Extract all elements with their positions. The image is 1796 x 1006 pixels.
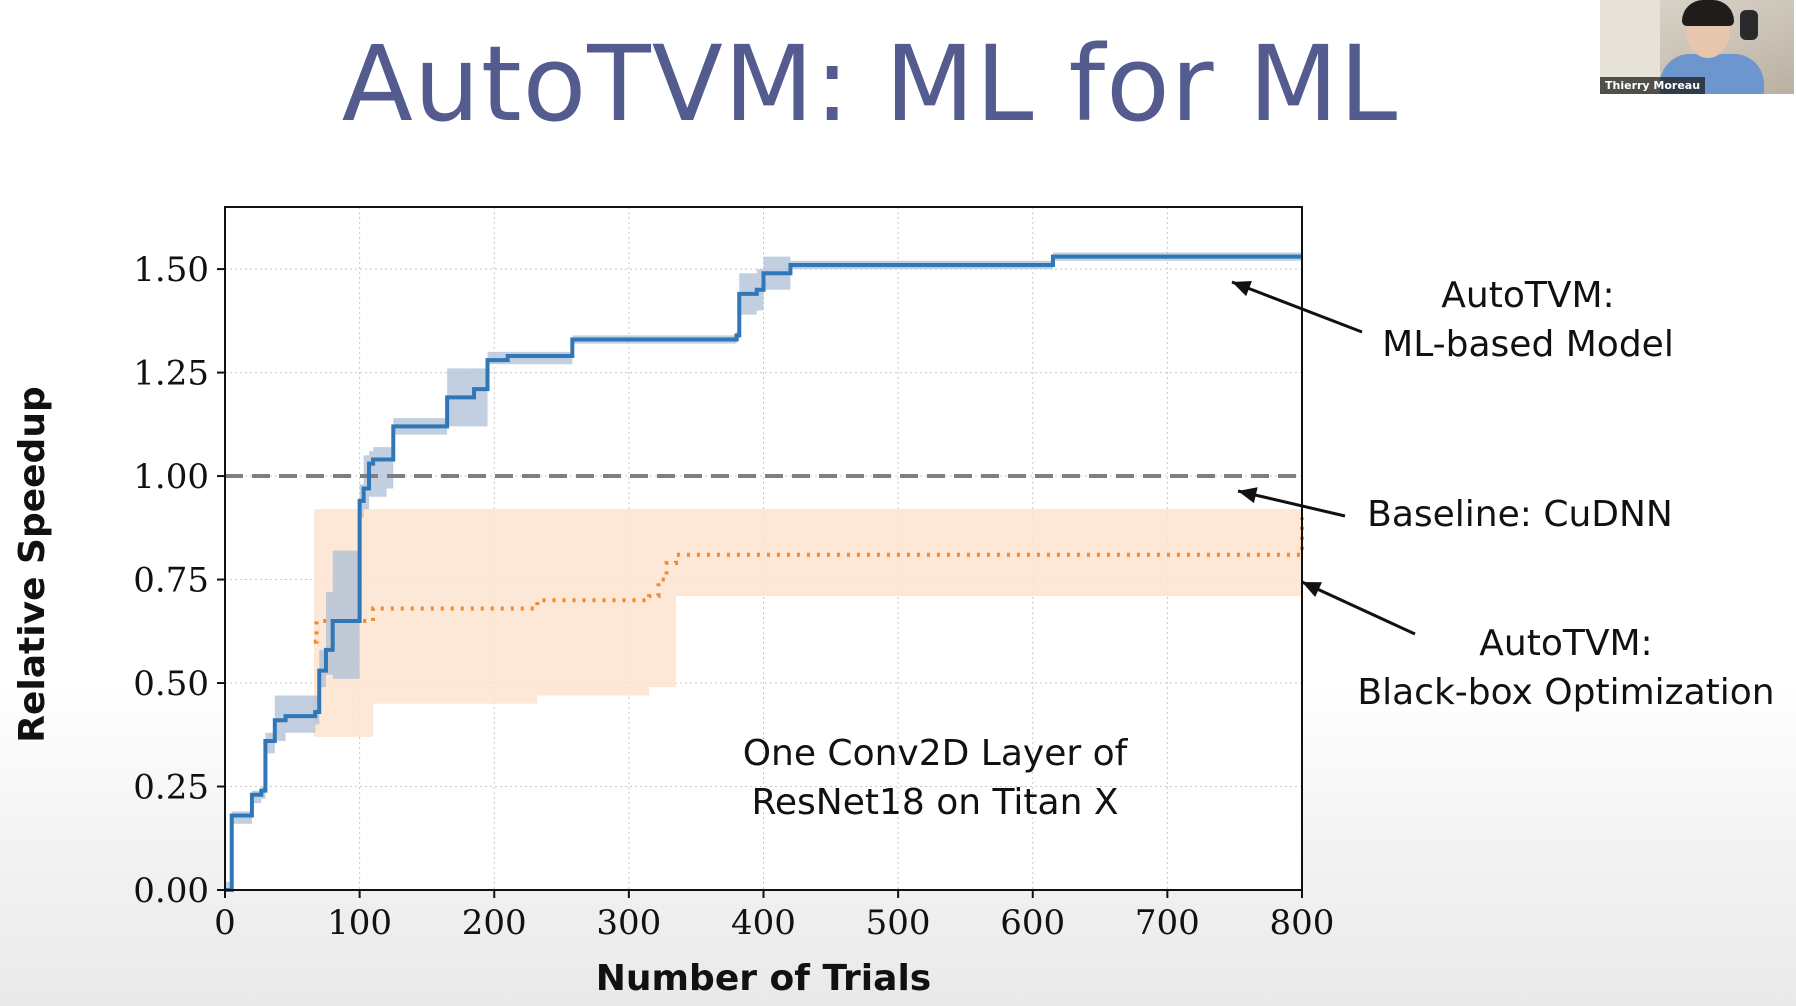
arrow-blackbox-shaft <box>1301 580 1416 636</box>
annotation-blackbox-line1: AutoTVM: <box>1479 623 1653 664</box>
series-ml-line <box>225 254 1302 892</box>
x-tick-label-1: 100 <box>327 903 392 943</box>
y-tick-label-4: 1.00 <box>133 457 209 497</box>
slide-title: AutoTVM: ML for ML <box>341 23 1399 145</box>
y-tick-label-5: 1.25 <box>133 354 209 394</box>
chart-inset-caption: One Conv2D Layer of ResNet18 on Titan X <box>720 730 1150 827</box>
arrow-blackbox-head <box>1302 582 1322 598</box>
arrow-ml-model-shaft <box>1231 280 1363 334</box>
x-tick-label-3: 300 <box>596 903 661 943</box>
webcam-thumbnail[interactable]: Thierry Moreau <box>1600 0 1794 94</box>
inset-caption-line2: ResNet18 on Titan X <box>751 781 1119 823</box>
annotation-ml-model-line2: ML-based Model <box>1382 323 1674 365</box>
x-tick-label-2: 200 <box>462 903 527 943</box>
arrow-baseline-shaft <box>1237 489 1346 518</box>
participant-name: Thierry Moreau <box>1600 77 1706 94</box>
x-tick-label-4: 400 <box>731 903 796 943</box>
arrow-baseline-head <box>1238 487 1258 504</box>
annotation-blackbox-line2: Black-box Optimization <box>1357 671 1775 713</box>
annotation-ml-model-line1: AutoTVM: <box>1441 275 1615 316</box>
y-tick-label-2: 0.50 <box>133 664 209 704</box>
x-tick-label-5: 500 <box>866 903 931 943</box>
y-tick-label-6: 1.50 <box>133 250 209 290</box>
x-tick-label-7: 700 <box>1135 903 1200 943</box>
annotation-ml-model: AutoTVM: ML-based Model <box>1328 272 1728 369</box>
x-axis-label: Number of Trials <box>596 958 931 999</box>
headphones-icon <box>1740 10 1758 40</box>
y-axis-label: Relative Speedup <box>12 386 53 742</box>
x-tick-label-8: 800 <box>1270 903 1335 943</box>
series-blackbox-band <box>313 509 1302 737</box>
annotation-baseline: Baseline: CuDNN <box>1367 494 1673 535</box>
y-tick-label-0: 0.00 <box>133 871 209 911</box>
x-tick-label-6: 600 <box>1000 903 1065 943</box>
webcam-person-hair <box>1682 0 1734 26</box>
series-blackbox-line <box>313 517 1304 644</box>
annotation-blackbox: AutoTVM: Black-box Optimization <box>1336 620 1796 717</box>
x-tick-label-0: 0 <box>214 903 236 943</box>
y-tick-label-3: 0.75 <box>133 561 209 601</box>
inset-caption-line1: One Conv2D Layer of <box>742 733 1128 774</box>
arrow-ml-model-head <box>1232 280 1252 297</box>
y-tick-label-1: 0.25 <box>133 768 209 808</box>
